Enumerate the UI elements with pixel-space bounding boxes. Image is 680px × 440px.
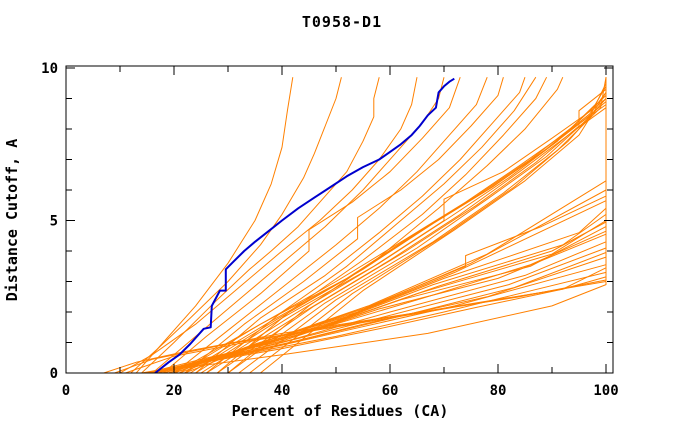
model-curve — [152, 77, 445, 373]
model-curve — [195, 77, 607, 373]
model-curve — [200, 77, 607, 373]
x-tick-label: 60 — [382, 383, 399, 399]
x-tick-label: 100 — [593, 383, 618, 399]
highlighted-model-curve — [154, 77, 455, 373]
model-curve — [189, 77, 607, 373]
model-curve — [179, 77, 607, 373]
model-curve — [249, 77, 607, 373]
x-tick-label: 80 — [490, 383, 507, 399]
curves-layer — [103, 76, 607, 373]
x-tick-label: 40 — [274, 383, 291, 399]
model-curve — [184, 77, 504, 373]
x-tick-label: 20 — [166, 383, 183, 399]
chart-title: T0958-D1 — [302, 13, 382, 31]
model-curve — [238, 77, 607, 373]
model-curve — [141, 77, 380, 373]
axis-ticks — [65, 66, 613, 374]
model-curve — [216, 77, 607, 373]
model-curve — [195, 77, 526, 373]
y-tick-label: 10 — [41, 61, 58, 77]
x-axis-label: Percent of Residues (CA) — [232, 402, 449, 420]
model-curve — [114, 77, 607, 373]
model-curve — [206, 76, 537, 373]
model-curve — [119, 77, 418, 373]
y-tick-label: 5 — [50, 214, 58, 230]
model-curve — [130, 77, 342, 373]
plot-border — [65, 65, 614, 374]
model-curve — [162, 77, 461, 373]
model-curve — [227, 77, 607, 373]
model-curve — [141, 77, 607, 373]
x-tick-label: 0 — [62, 383, 70, 399]
model-curve — [173, 77, 488, 373]
y-tick-label: 0 — [50, 366, 58, 382]
y-axis-label: Distance Cutoff, A — [3, 139, 21, 302]
axis-tick-labels: 0 20 40 60 80 100 0 5 10 — [41, 61, 619, 399]
model-curve — [179, 77, 607, 373]
model-curve — [135, 77, 294, 373]
